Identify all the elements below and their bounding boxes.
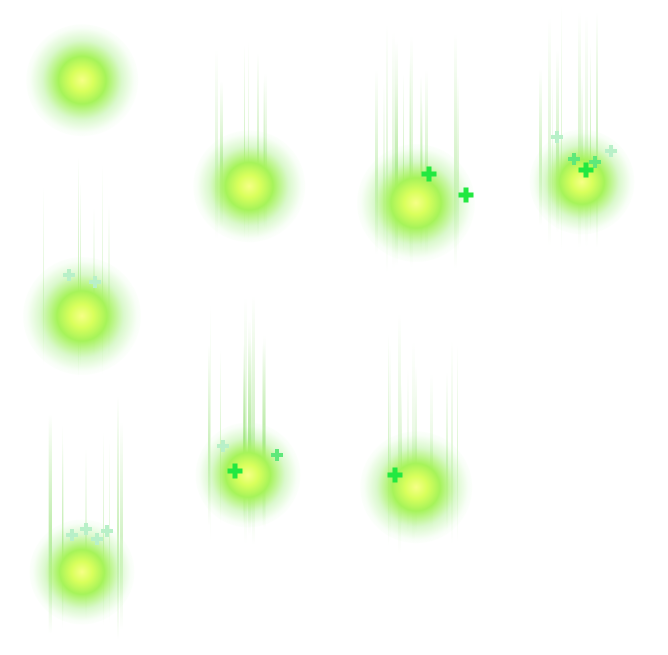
glow-orb-icon — [29, 519, 135, 625]
glow-orb-icon — [23, 257, 141, 375]
light-streak — [48, 413, 52, 634]
glow-orb-icon — [26, 24, 138, 136]
light-streak — [548, 18, 552, 246]
glow-orb-icon — [529, 129, 635, 235]
plus-sparkle-icon — [65, 529, 78, 542]
light-streak — [209, 304, 212, 542]
sprite-frame-3 — [333, 24, 500, 285]
plus-sparkle-icon — [387, 467, 403, 483]
sprite-frame-1 — [0, 0, 166, 162]
light-streak — [561, 5, 563, 251]
plus-sparkle-icon — [550, 130, 563, 143]
glow-orb-icon — [357, 144, 475, 262]
sprite-frame-2 — [166, 40, 333, 268]
light-streak — [457, 345, 459, 543]
plus-sparkle-icon — [421, 166, 437, 182]
sprite-frame-4 — [499, 5, 666, 264]
light-streak — [539, 68, 542, 226]
plus-sparkle-icon — [588, 155, 601, 168]
plus-sparkle-icon — [578, 162, 594, 178]
light-streak — [596, 12, 598, 248]
light-streak — [49, 413, 52, 634]
glow-orb-icon — [360, 431, 472, 543]
plus-sparkle-icon — [216, 440, 229, 453]
light-streak — [119, 422, 123, 631]
plus-sparkle-icon — [567, 153, 580, 166]
light-streak — [454, 34, 458, 269]
light-streak — [252, 295, 255, 545]
light-streak — [116, 396, 119, 641]
plus-sparkle-icon — [88, 275, 101, 288]
plus-sparkle-icon — [101, 525, 114, 537]
sprite-frame-7 — [333, 314, 500, 569]
light-streak — [207, 344, 210, 526]
light-streak — [386, 24, 389, 273]
sprite-frame-6 — [165, 295, 332, 557]
glow-orb-icon — [193, 130, 305, 242]
plus-sparkle-icon — [458, 187, 474, 203]
plus-sparkle-icon — [91, 533, 104, 546]
sprite-frame-5 — [0, 156, 166, 398]
glow-orb-icon — [195, 422, 301, 528]
sprite-frame-8 — [0, 396, 166, 654]
light-streak — [244, 297, 248, 544]
plus-sparkle-icon — [80, 523, 93, 536]
plus-sparkle-icon — [271, 448, 284, 461]
plus-sparkle-icon — [605, 144, 618, 157]
light-streak — [451, 341, 453, 544]
plus-sparkle-icon — [227, 463, 243, 479]
plus-sparkle-icon — [63, 269, 76, 281]
